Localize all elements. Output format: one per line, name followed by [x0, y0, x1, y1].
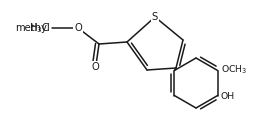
Text: O: O: [74, 23, 82, 33]
Text: O: O: [91, 62, 99, 72]
Text: OH: OH: [220, 92, 234, 101]
Text: OCH$_3$: OCH$_3$: [220, 63, 246, 76]
Text: H$_3$C: H$_3$C: [29, 21, 50, 35]
Text: methyl: methyl: [15, 23, 50, 33]
Text: S: S: [151, 12, 157, 22]
